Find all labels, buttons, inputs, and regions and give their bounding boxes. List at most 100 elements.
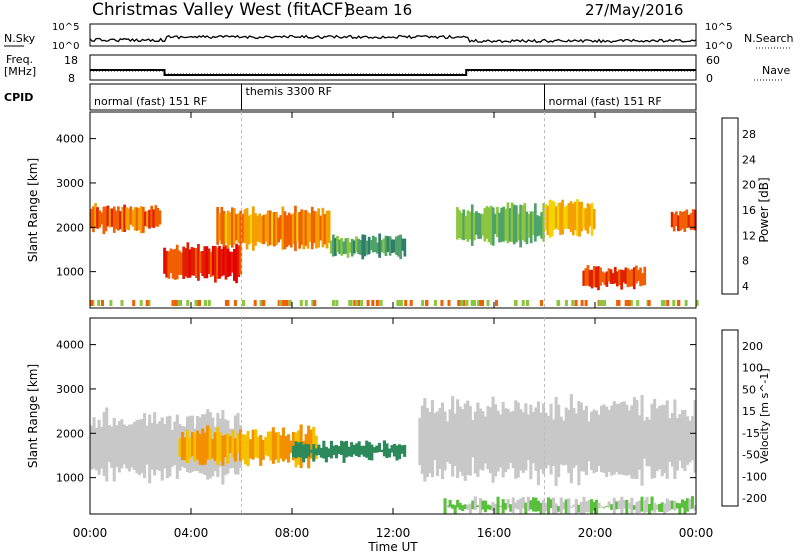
velocity-echo-cell: [650, 496, 654, 511]
velocity-echo-cell: [536, 500, 540, 512]
velocity-echo-cell: [668, 418, 672, 462]
velocity-echo-cell: [620, 402, 624, 475]
velocity-echo-cell: [102, 412, 106, 476]
power-echo-cell: [110, 208, 114, 227]
velocity-echo-cell: [352, 444, 356, 455]
velocity-echo-cell: [334, 444, 338, 459]
power-echo-cell: [175, 244, 179, 280]
velocity-echo-cell: [564, 499, 568, 514]
velocity-echo-cell: [668, 500, 672, 511]
velocity-echo-cell: [370, 444, 374, 461]
velocity-echo-cell: [360, 445, 364, 455]
power-echo-cell: [171, 300, 175, 306]
velocity-echo-cell: [264, 436, 268, 456]
velocity-echo-cell: [448, 409, 452, 464]
power-echo-cell: [198, 300, 201, 306]
velocity-echo-cell: [259, 435, 263, 466]
velocity-echo-cell: [526, 496, 530, 512]
nsky-tick-bottom: 10^0: [52, 41, 79, 52]
power-echo-cell: [355, 236, 358, 252]
velocity-echo-cell: [443, 411, 447, 471]
velocity-echo-cell: [385, 443, 389, 458]
velocity-echo-cell: [635, 501, 639, 514]
velocity-echo-cell: [514, 400, 518, 479]
velocity-echo-cell: [648, 504, 652, 514]
velocity-echo-cell: [438, 408, 442, 469]
power-echo-cell: [242, 300, 245, 306]
power-echo-cell: [211, 245, 215, 276]
power-echo-cell: [325, 210, 329, 249]
power-echo-cell: [466, 210, 470, 242]
cpid-segment-label: normal (fast) 151 RF: [94, 95, 207, 108]
velocity-echo-cell: [170, 430, 174, 467]
velocity-echo-cell: [456, 499, 460, 508]
velocity-echo-cell: [531, 497, 535, 512]
velocity-echo-cell: [241, 434, 245, 460]
velocity-echo-cell: [398, 444, 402, 460]
velocity-echo-cell: [691, 496, 695, 509]
power-echo-cell: [457, 300, 461, 306]
freq-label-line2: [MHz]: [4, 65, 36, 78]
velocity-echo-cell: [463, 504, 467, 509]
power-echo-cell: [199, 251, 202, 273]
power-echo-cell: [500, 207, 503, 242]
power-echo-cell: [119, 211, 122, 230]
y-tick-label: 3000: [56, 383, 84, 396]
velocity-echo-cell: [302, 444, 306, 463]
cpid-panel: [89, 83, 697, 111]
velocity-echo-cell: [602, 507, 606, 509]
power-echo-cell: [574, 300, 578, 306]
power-echo-cell: [349, 300, 353, 306]
velocity-echo-cell: [569, 394, 573, 484]
velocity-echo-cell: [309, 449, 313, 453]
velocity-echo-cell: [451, 504, 455, 509]
velocity-echo-cell: [665, 400, 669, 479]
velocity-echo-cell: [683, 501, 687, 514]
colorbar-tick-label: 4: [742, 280, 749, 293]
velocity-axes: 4000 3000 2000 1000: [56, 318, 697, 514]
velocity-echo-cell: [632, 505, 636, 510]
velocity-echo-cell: [309, 429, 313, 459]
colorbar-tick-label: 200: [742, 340, 763, 353]
velocity-echo-cell: [246, 430, 250, 467]
velocity-echo-cell: [271, 427, 275, 464]
power-echo-cell: [216, 247, 219, 279]
velocity-echo-cell: [292, 446, 296, 458]
power-echo-cell: [540, 212, 543, 239]
power-echo-cell: [627, 300, 631, 306]
velocity-echo-cell: [612, 401, 616, 475]
velocity-echo-cell: [640, 395, 644, 486]
power-echo-cell: [684, 300, 688, 306]
velocity-echo-cell: [481, 411, 485, 471]
colorbar-frame: [721, 329, 739, 507]
power-echo-cell: [527, 214, 531, 238]
power-echo-cell: [321, 207, 325, 248]
velocity-echo-cell: [327, 448, 331, 457]
colorbar-tick-label: 12: [742, 229, 756, 242]
plot-title: Christmas Valley West (fitACF): [92, 0, 350, 20]
velocity-echo-cell: [625, 404, 629, 476]
power-echo-cell: [588, 204, 592, 227]
power-echo-cell: [338, 239, 341, 255]
power-echo-cell: [477, 212, 480, 239]
velocity-echo-cell: [632, 397, 636, 479]
velocity-echo-cell: [451, 396, 455, 477]
velocity-echo-cell: [314, 435, 318, 460]
velocity-echo-cell: [206, 425, 210, 460]
velocity-echo-cell: [178, 438, 182, 457]
velocity-echo-cell: [130, 424, 134, 468]
power-echo-cell: [261, 300, 265, 306]
power-echo-cell: [194, 300, 198, 306]
power-echo-cell: [462, 209, 466, 241]
velocity-echo-cell: [367, 442, 371, 461]
power-echo-cell: [382, 238, 386, 254]
power-echo-cell: [639, 267, 642, 287]
power-echo-cell: [178, 250, 181, 275]
y-tick-label: 3000: [56, 177, 84, 190]
power-echo-cell: [228, 212, 232, 245]
power-echo-cell: [565, 205, 569, 229]
velocity-echo-cell: [501, 499, 505, 514]
power-echo-cell: [592, 266, 596, 287]
power-echo-cell: [346, 237, 350, 258]
